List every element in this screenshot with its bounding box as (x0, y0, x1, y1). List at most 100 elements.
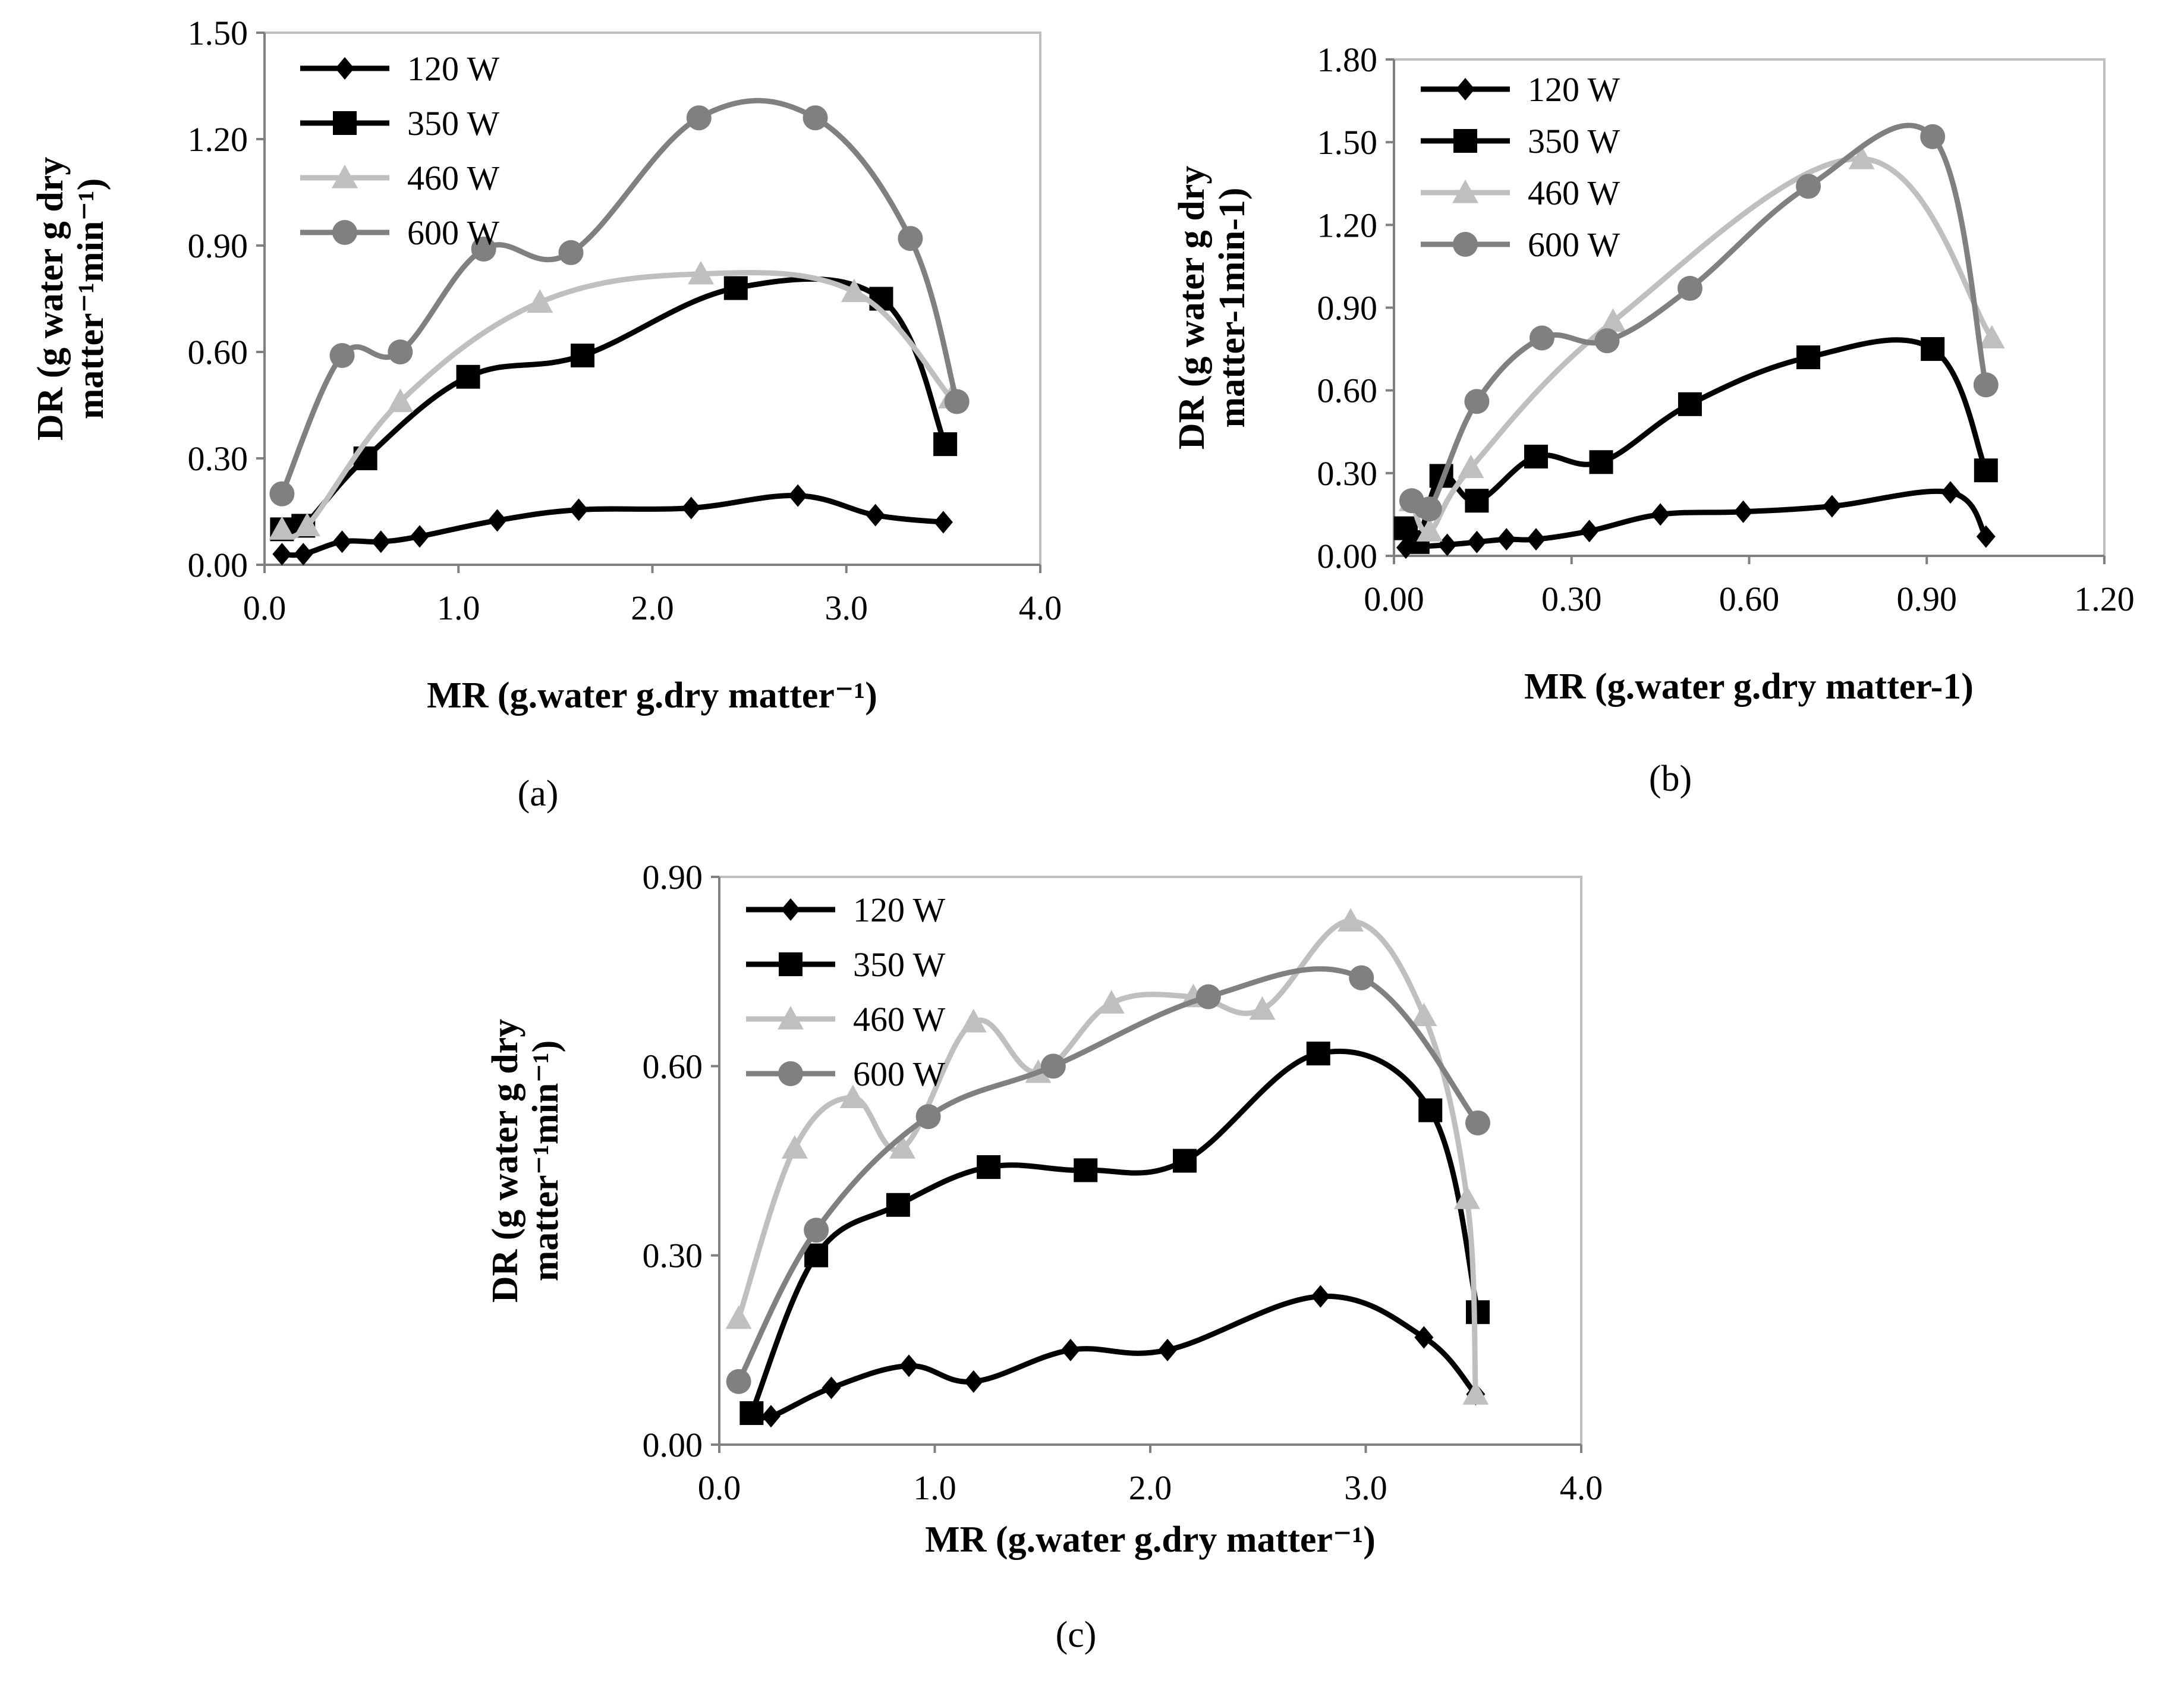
data-point-a (487, 509, 507, 532)
legend-label-b: 460 W (1528, 174, 1620, 212)
data-point-b (1524, 445, 1548, 468)
data-point-b (1497, 528, 1516, 551)
data-point-b (1921, 337, 1945, 361)
data-point-b (1974, 458, 1998, 483)
chart-panel-c: 0.00 0.30 0.60 0.90 0.0 1.0 2.0 3.0 4.0 MR (g.wat… (485, 858, 1603, 1655)
data-point-c (1414, 1326, 1434, 1349)
data-point-c (804, 1243, 829, 1267)
data-point-a (456, 364, 480, 389)
data-point-c (1173, 1149, 1197, 1173)
y-tick-label-b: 1.50 (1317, 123, 1378, 162)
series-line-a (279, 97, 960, 497)
x-tick-label-b: 0.90 (1897, 580, 1958, 618)
x-tick-label-a: 2.0 (631, 589, 674, 627)
x-tick-label-b: 0.00 (1364, 580, 1424, 618)
data-point-a (410, 525, 429, 548)
data-point-c (761, 1405, 781, 1428)
data-point-c (1195, 984, 1221, 1009)
y-tick-label-b: 0.00 (1317, 537, 1378, 575)
data-point-c (1418, 1098, 1443, 1122)
data-point-b (1678, 392, 1702, 416)
series-c-600w (726, 965, 1490, 1394)
y-axis-title-line-c: DR (g water g dry (485, 1019, 525, 1303)
y-axis-title-line-b: matter-1min-1) (1212, 188, 1252, 428)
legend-swatch-marker-c (778, 1061, 803, 1086)
data-point-b (1527, 528, 1546, 551)
legend-swatch-marker-c (778, 1006, 804, 1030)
data-point-b (1976, 525, 1996, 548)
data-point-c (839, 1084, 866, 1108)
data-point-b (1651, 503, 1670, 526)
data-point-b (1941, 481, 1960, 504)
x-tick-label-b: 0.60 (1719, 580, 1780, 618)
data-point-b (1437, 533, 1457, 556)
data-point-a (269, 481, 295, 507)
data-point-c (1306, 1042, 1330, 1066)
panels: 0.00 0.30 0.60 0.90 1.20 1.50 0.0 1.0 2.0 3.0 4.0 M… (30, 14, 2135, 1655)
data-point-c (822, 1376, 841, 1399)
data-point-a (371, 530, 391, 553)
data-point-b (1848, 146, 1875, 169)
x-axis-title-a: MR (g.water g.dry matter⁻¹) (427, 675, 877, 716)
data-point-b (1467, 530, 1487, 553)
data-point-a (272, 543, 292, 566)
data-point-c (1040, 1053, 1066, 1079)
series-line-c (748, 1049, 1481, 1416)
x-axis-title-c: MR (g.water g.dry matter⁻¹) (925, 1520, 1376, 1560)
series-a-600w (269, 97, 970, 507)
y-axis-title-c: DR (g water g dry matter⁻¹min⁻¹) (485, 1019, 566, 1303)
chart-panel-a: 0.00 0.30 0.60 0.90 1.20 1.50 0.0 1.0 2.0 3.0 4.0 M… (30, 14, 1062, 814)
data-point-c (1462, 1381, 1489, 1405)
data-point-a (686, 105, 712, 131)
y-tick-label-a: 1.20 (188, 120, 248, 159)
data-point-c (889, 1135, 916, 1159)
x-tick-label-a: 1.0 (437, 589, 480, 627)
y-tick-label-a: 0.30 (188, 439, 248, 478)
series-a-120w (272, 484, 953, 566)
data-point-b (1978, 325, 2005, 349)
data-point-c (964, 1370, 983, 1393)
legend-swatch-marker-c (779, 952, 803, 976)
y-tick-label-b: 1.20 (1317, 206, 1378, 244)
y-tick-label-b: 0.60 (1317, 372, 1378, 410)
x-tick-label-c: 1.0 (913, 1468, 956, 1507)
data-point-b (1796, 174, 1821, 199)
legend-label-b: 600 W (1528, 225, 1620, 264)
data-point-b (1600, 308, 1626, 332)
y-tick-label-b: 0.30 (1317, 454, 1378, 493)
y-tick-label-a: 0.90 (188, 227, 248, 265)
data-point-a (841, 278, 867, 303)
y-tick-label-c: 0.60 (643, 1047, 703, 1086)
data-point-a (571, 343, 595, 367)
data-point-c (1465, 1110, 1490, 1135)
data-point-b (1579, 520, 1599, 543)
data-point-b (1416, 518, 1443, 542)
panel-label-c: (c) (1056, 1615, 1097, 1655)
series-a-460w (269, 260, 964, 540)
data-point-b (1973, 372, 1999, 398)
data-point-c (1338, 908, 1364, 932)
data-point-c (960, 1009, 987, 1033)
legend-swatch-marker-a (333, 111, 357, 135)
y-tick-label-c: 0.00 (643, 1426, 703, 1464)
data-point-c (726, 1369, 751, 1394)
x-tick-label-c: 0.0 (698, 1468, 741, 1507)
data-point-a (294, 512, 320, 536)
data-point-b (1677, 276, 1702, 301)
data-point-c (739, 1401, 764, 1425)
data-point-c (1311, 1285, 1330, 1308)
legend-swatch-marker-a (335, 57, 354, 80)
data-point-b (1589, 450, 1613, 474)
x-tick-label-a: 0.0 (243, 589, 287, 627)
legend-label-b: 350 W (1528, 122, 1620, 161)
data-point-a (269, 516, 295, 540)
data-point-a (527, 289, 553, 313)
plot-area-a (263, 32, 1041, 566)
data-point-b (1796, 345, 1821, 369)
y-axis-title-a: DR (g water g dry matter⁻¹min⁻¹) (30, 157, 111, 441)
data-point-a (723, 276, 748, 300)
data-point-a (471, 236, 496, 262)
legend-swatch-marker-b (1453, 129, 1477, 153)
data-point-b (1822, 495, 1842, 518)
